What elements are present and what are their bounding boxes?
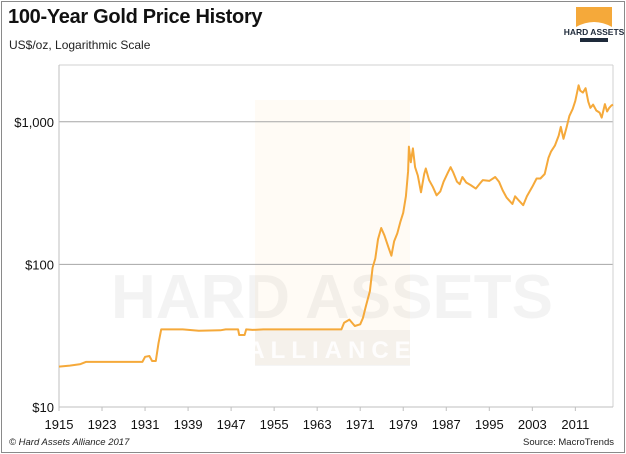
- x-tick-label: 1915: [45, 417, 74, 432]
- y-tick-label: $100: [25, 257, 54, 272]
- x-tick-label: 1987: [432, 417, 461, 432]
- x-tick-label: 1931: [131, 417, 160, 432]
- x-tick-label: 1955: [260, 417, 289, 432]
- y-tick-label: $1,000: [14, 115, 54, 130]
- chart-title: 100-Year Gold Price History: [8, 6, 263, 28]
- x-tick-label: 1947: [217, 417, 246, 432]
- svg-text:ALLIANCE: ALLIANCE: [247, 337, 416, 364]
- source-text: Source: MacroTrends: [523, 437, 614, 448]
- x-tick-label: 1923: [88, 417, 117, 432]
- x-tick-label: 1995: [475, 417, 504, 432]
- x-tick-label: 2011: [561, 417, 589, 432]
- y-tick-label: $10: [32, 400, 54, 415]
- x-tick-label: 1971: [346, 417, 375, 432]
- hard-assets-logo: HARD ASSETS: [564, 7, 624, 42]
- watermark: HARD ASSETS ALLIANCE: [111, 100, 553, 366]
- x-tick-label: 1979: [389, 417, 418, 432]
- copyright-text: © Hard Assets Alliance 2017: [9, 437, 130, 448]
- svg-text:HARD ASSETS: HARD ASSETS: [111, 263, 553, 332]
- x-tick-label: 1963: [303, 417, 332, 432]
- svg-text:HARD ASSETS: HARD ASSETS: [564, 27, 624, 37]
- x-tick-label: 1939: [174, 417, 203, 432]
- gold-price-line: [58, 84, 614, 368]
- chart-subtitle: US$/oz, Logarithmic Scale: [9, 38, 151, 52]
- x-tick-label: 2003: [518, 417, 547, 432]
